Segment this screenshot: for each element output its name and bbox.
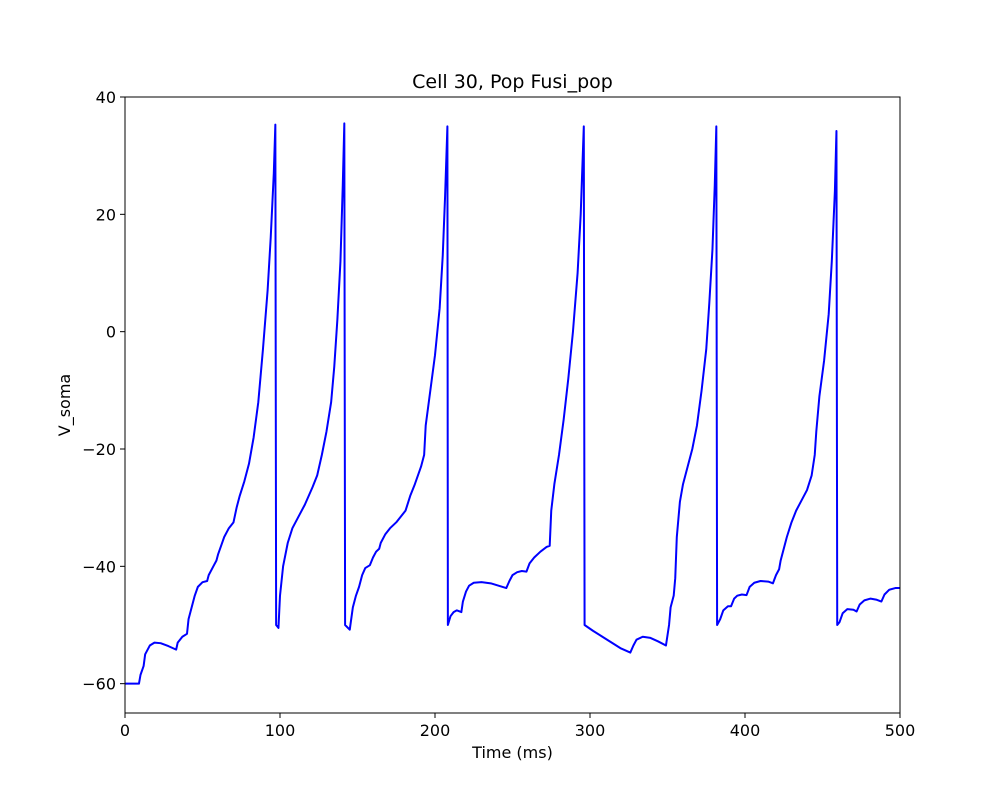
y-tick-label: −20 xyxy=(82,440,116,459)
x-tick-label: 400 xyxy=(730,721,761,740)
y-tick-label: 0 xyxy=(106,323,116,342)
y-axis-ticks: −60 −40 −20 0 20 40 xyxy=(82,88,125,694)
y-axis-label: V_soma xyxy=(55,374,75,436)
series-layer xyxy=(125,122,900,685)
x-tick-label: 300 xyxy=(575,721,606,740)
y-tick-label: 40 xyxy=(96,88,116,107)
plot-area xyxy=(125,97,900,713)
plot-frame xyxy=(124,96,901,714)
y-tick-label: 20 xyxy=(96,205,116,224)
x-axis-ticks: 0 100 200 300 400 500 xyxy=(120,713,915,740)
series-line-v-soma xyxy=(125,122,900,685)
y-tick-label: −60 xyxy=(82,675,116,694)
chart-title: Cell 30, Pop Fusi_pop xyxy=(412,71,613,93)
x-tick-label: 200 xyxy=(420,721,451,740)
y-tick-label: −40 xyxy=(82,557,116,576)
x-tick-label: 500 xyxy=(885,721,916,740)
x-tick-label: 100 xyxy=(265,721,296,740)
x-axis-label: Time (ms) xyxy=(471,743,553,762)
x-tick-label: 0 xyxy=(120,721,130,740)
